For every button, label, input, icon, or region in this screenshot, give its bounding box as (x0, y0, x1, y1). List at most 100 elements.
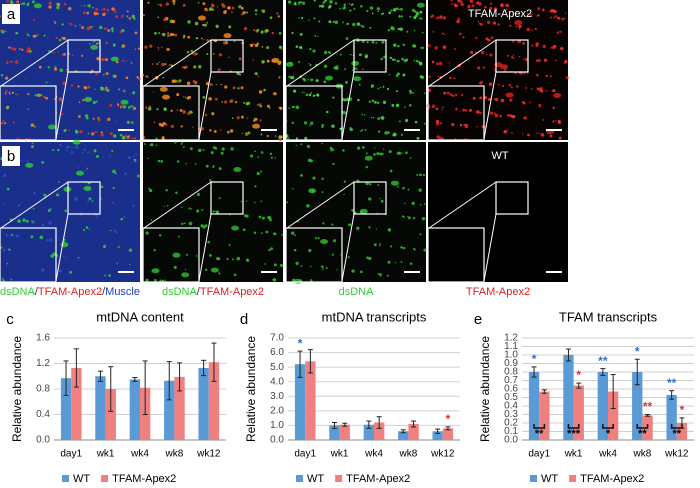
nucleus (48, 124, 57, 130)
signal-dot (564, 12, 567, 14)
y-tick-label: 4.0 (270, 376, 284, 387)
signal-dot (438, 136, 442, 141)
signal-dot (512, 12, 515, 14)
chart-title: mtDNA transcripts (322, 309, 427, 324)
signal-dot (94, 40, 96, 43)
signal-dot (369, 6, 374, 10)
signal-dot (143, 143, 146, 145)
signal-dot (153, 278, 157, 282)
signal-dot (479, 96, 483, 100)
signal-dot (260, 170, 263, 173)
signal-dot (320, 4, 325, 8)
signal-dot (266, 104, 270, 108)
signal-dot (176, 93, 180, 97)
signal-dot (101, 57, 105, 61)
significance: * (298, 336, 303, 350)
signal-dot (428, 75, 431, 78)
legend-label: TFAM-Apex2 (580, 473, 644, 485)
signal-dot (481, 80, 484, 83)
signal-dot (518, 24, 522, 29)
signal-dot (47, 36, 49, 39)
channel-label: dsDNA/TFAM-Apex2 (162, 286, 264, 298)
signal-dot (69, 22, 73, 26)
signal-dot (93, 11, 98, 16)
signal-dot (163, 205, 165, 208)
signal-dot (112, 43, 116, 47)
signal-dot (356, 22, 361, 26)
zoom-line (428, 39, 497, 87)
signal-dot (201, 209, 204, 211)
signal-dot (437, 75, 440, 78)
signal-dot (291, 106, 294, 109)
signal-dot (195, 81, 198, 84)
signal-dot (125, 76, 129, 80)
signal-dot (136, 76, 139, 79)
signal-dot (158, 122, 162, 126)
signal-dot (141, 73, 145, 77)
signal-dot (286, 201, 289, 204)
signal-dot (475, 110, 480, 114)
signal-dot (446, 91, 450, 95)
signal-dot (409, 104, 411, 106)
signal-dot (306, 144, 311, 149)
zoom-box (353, 39, 387, 73)
signal-dot (332, 162, 335, 166)
signal-dot (83, 85, 87, 90)
signal-dot (8, 46, 11, 49)
significance: * (635, 344, 640, 358)
nucleus (181, 272, 190, 278)
legend-label: TFAM-Apex2 (112, 473, 176, 485)
nucleus (120, 99, 129, 105)
signal-dot (155, 137, 158, 140)
signal-dot (61, 53, 65, 57)
signal-dot (511, 132, 513, 134)
signal-dot (356, 146, 361, 150)
signal-dot (505, 3, 509, 8)
signal-dot (339, 7, 342, 10)
signal-dot (183, 222, 186, 225)
zoom-box (210, 39, 244, 73)
signal-dot (381, 40, 385, 44)
legend-label: WT (541, 473, 558, 485)
signal-dot (398, 15, 401, 18)
signal-dot (477, 20, 480, 22)
signal-dot (134, 31, 138, 35)
signal-dot (464, 123, 469, 127)
bar (666, 394, 677, 440)
signal-dot (299, 46, 303, 50)
signal-dot (310, 121, 314, 125)
signal-dot (100, 185, 104, 189)
signal-dot (494, 97, 499, 102)
signal-dot (160, 46, 163, 49)
signal-dot (558, 30, 560, 33)
signal-dot (272, 92, 274, 94)
signal-dot (301, 16, 304, 20)
signal-dot (237, 87, 240, 90)
signal-dot (209, 179, 212, 182)
signal-dot (159, 279, 162, 282)
signal-dot (226, 130, 230, 134)
signal-dot (387, 131, 390, 134)
signal-dot (56, 2, 61, 7)
signal-dot (309, 124, 311, 127)
signal-dot (360, 24, 363, 27)
zoom-line (55, 213, 69, 282)
signal-dot (91, 132, 95, 136)
signal-dot (558, 121, 562, 125)
signal-dot (539, 87, 543, 91)
signal-dot (310, 92, 313, 94)
signal-dot (119, 30, 123, 34)
signal-dot (361, 145, 365, 149)
signal-dot (342, 21, 345, 24)
signal-dot (242, 228, 246, 231)
signal-dot (291, 231, 295, 235)
signal-dot (4, 122, 7, 125)
signal-dot (206, 39, 209, 42)
signal-dot (202, 23, 205, 27)
signal-dot (87, 198, 90, 202)
signal-dot (247, 131, 251, 135)
signal-dot (406, 30, 409, 33)
signal-dot (164, 123, 168, 126)
signal-dot (122, 59, 125, 62)
signal-dot (16, 234, 20, 238)
